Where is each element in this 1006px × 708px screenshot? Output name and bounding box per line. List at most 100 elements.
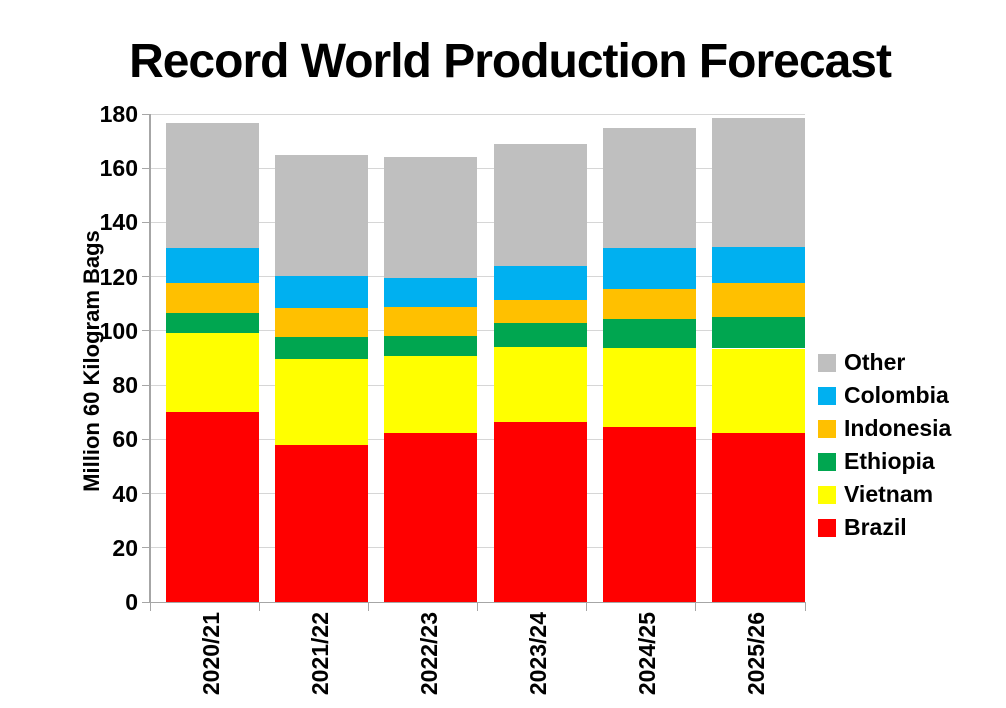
x-tick-label-2024-25: 2024/25 [634, 612, 661, 696]
legend-label-vietnam: Vietnam [844, 481, 934, 507]
bar-2022-23-indonesia [384, 307, 478, 337]
legend-item-vietnam: Vietnam [818, 478, 951, 511]
bar-2021-22-other [275, 155, 369, 276]
x-tick-mark-0 [149, 602, 151, 611]
bar-2025-26-other [711, 118, 805, 247]
x-axis-line [149, 601, 805, 603]
bar-2024-25-ethiopia [602, 318, 696, 348]
gridline-180 [150, 113, 805, 115]
y-axis-line [149, 114, 151, 602]
bar-2023-24-ethiopia [493, 323, 587, 347]
y-tick-mark-0 [142, 601, 150, 603]
y-tick-label-180: 180 [99, 101, 138, 127]
bar-2024-25-colombia [602, 247, 696, 289]
bar-2020-21-brazil [166, 412, 260, 602]
bar-2020-21-other [166, 123, 260, 248]
x-tick-mark-1 [258, 602, 260, 611]
y-tick-label-0: 0 [125, 589, 138, 615]
y-tick-mark-20 [142, 547, 150, 549]
x-tick-label-2023-24: 2023/24 [525, 612, 552, 696]
y-tick-mark-120 [142, 276, 150, 278]
bar-2024-25-indonesia [602, 288, 696, 319]
gridline-40 [150, 493, 805, 495]
x-tick-label-2021-22: 2021/22 [306, 612, 333, 696]
y-tick-label-160: 160 [99, 155, 138, 182]
bar-2020-21-ethiopia [166, 312, 260, 334]
x-tick-mark-2 [367, 602, 369, 611]
bar-2023-24-colombia [493, 265, 587, 300]
legend-swatch-vietnam [818, 485, 836, 504]
y-tick-label-100: 100 [99, 317, 138, 344]
x-tick-mark-6 [804, 602, 806, 611]
bar-2022-23-other [384, 156, 478, 279]
y-tick-mark-180 [142, 113, 150, 115]
x-tick-label-2020-21: 2020/21 [197, 612, 224, 696]
y-tick-label-40: 40 [112, 480, 138, 507]
legend-swatch-other [818, 353, 836, 372]
legend: Other Colombia Indonesia Ethiopia Vietnam Bra… [818, 346, 951, 544]
y-tick-label-60: 60 [112, 426, 138, 453]
x-tick-mark-4 [586, 602, 588, 611]
bar-2022-23-ethiopia [384, 336, 478, 357]
legend-label-other: Other [844, 349, 906, 375]
legend-swatch-indonesia [818, 419, 836, 438]
bar-2020-21-vietnam [166, 333, 260, 413]
y-tick-mark-60 [142, 438, 150, 440]
y-tick-mark-40 [142, 493, 150, 495]
legend-label-colombia: Colombia [844, 382, 949, 408]
y-tick-mark-140 [142, 221, 150, 223]
bar-2020-21-colombia [166, 247, 260, 284]
y-tick-label-80: 80 [112, 372, 138, 399]
legend-item-ethiopia: Ethiopia [818, 445, 951, 478]
gridline-100 [150, 330, 805, 332]
bar-2023-24-other [493, 143, 587, 266]
bar-2021-22-ethiopia [275, 337, 369, 360]
bar-2021-22-colombia [275, 275, 369, 308]
bar-2023-24-vietnam [493, 346, 587, 423]
legend-swatch-colombia [818, 386, 836, 405]
gridline-140 [150, 221, 805, 223]
gridline-60 [150, 438, 805, 440]
gridline-80 [150, 384, 805, 386]
bar-2025-26-brazil [711, 433, 805, 602]
chart-title: Record World Production Forecast [129, 35, 892, 88]
legend-label-brazil: Brazil [844, 514, 907, 540]
legend-label-indonesia: Indonesia [844, 415, 952, 441]
bar-2025-26-vietnam [711, 348, 805, 434]
gridline-20 [150, 547, 805, 549]
y-tick-mark-100 [142, 330, 150, 332]
bar-2025-26-ethiopia [711, 317, 805, 349]
bar-2021-22-vietnam [275, 359, 369, 445]
legend-item-other: Other [818, 346, 951, 379]
bar-2023-24-brazil [493, 422, 587, 602]
bar-2022-23-vietnam [384, 356, 478, 434]
legend-swatch-brazil [818, 518, 836, 537]
gridline-160 [150, 167, 805, 169]
bar-2025-26-colombia [711, 246, 805, 284]
y-tick-label-140: 140 [99, 209, 138, 236]
x-tick-mark-5 [695, 602, 697, 611]
bar-2024-25-brazil [602, 427, 696, 602]
bar-2020-21-indonesia [166, 283, 260, 313]
x-tick-label-2025-26: 2025/26 [743, 612, 770, 696]
legend-item-colombia: Colombia [818, 379, 951, 412]
bar-2024-25-vietnam [602, 347, 696, 428]
x-tick-mark-3 [477, 602, 478, 611]
legend-item-indonesia: Indonesia [818, 412, 951, 445]
bar-2021-22-brazil [275, 444, 369, 602]
bar-2025-26-indonesia [711, 283, 805, 318]
legend-item-brazil: Brazil [818, 511, 951, 544]
gridline-120 [150, 276, 805, 278]
x-tick-label-2022-23: 2022/23 [415, 612, 442, 696]
y-tick-label-20: 20 [112, 534, 138, 561]
bar-2022-23-brazil [384, 433, 478, 602]
y-tick-mark-80 [142, 384, 150, 386]
bar-2022-23-colombia [384, 278, 478, 308]
y-tick-mark-160 [142, 167, 150, 169]
bar-2021-22-indonesia [275, 307, 369, 338]
legend-label-ethiopia: Ethiopia [844, 448, 935, 474]
bar-2024-25-other [602, 128, 696, 248]
y-tick-label-120: 120 [99, 263, 138, 290]
